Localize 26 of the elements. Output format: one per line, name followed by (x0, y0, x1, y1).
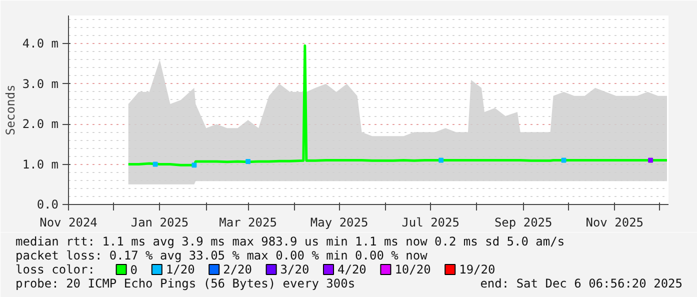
y-axis-title: Seconds (3, 84, 18, 136)
legend-label: 4/20 (338, 262, 366, 276)
legend-label: 0 (130, 263, 138, 277)
x-tick-label: Nov 2024 (40, 216, 98, 230)
x-tick-label: Jan 2025 (130, 216, 189, 230)
legend-label: 3/20 (280, 262, 310, 276)
text: end: Sat Dec 6 06:56:20 2025 (480, 276, 683, 290)
text: median rtt: 1.1 ms avg 3.9 ms max 983.9 us min 1.1 ms now 0.2 ms sd 5.0 am/s (16, 234, 565, 248)
x-tick-label: May 2025 (310, 216, 368, 230)
legend-label: 10/20 (394, 262, 431, 276)
legend-label: 19/20 (459, 262, 496, 276)
legend-title: loss color: (16, 262, 95, 276)
legend-label: 2/20 (223, 262, 252, 276)
line-series (127, 44, 668, 166)
text: probe: 20 ICMP Echo Pings (56 Bytes) every 300s (16, 276, 356, 290)
x-tick-label: Mar 2025 (219, 216, 277, 230)
text: packet loss: 0.17 % avg 33.05 % max 0.00 % min 0.00 % now (16, 248, 428, 262)
y-tick-label: 0.0 (36, 198, 59, 212)
y-tick-label: 2.0 m (22, 117, 58, 132)
legend-label: 1/20 (166, 262, 195, 276)
x-tick-label: Sep 2025 (494, 216, 552, 230)
y-tick-label: 3.0 m (22, 76, 58, 91)
x-tick-label: Nov 2025 (586, 216, 644, 230)
y-tick-label: 1.0 m (22, 157, 58, 172)
x-tick-label: Jul 2025 (402, 216, 460, 230)
y-tick-label: 4.0 m (22, 36, 58, 51)
